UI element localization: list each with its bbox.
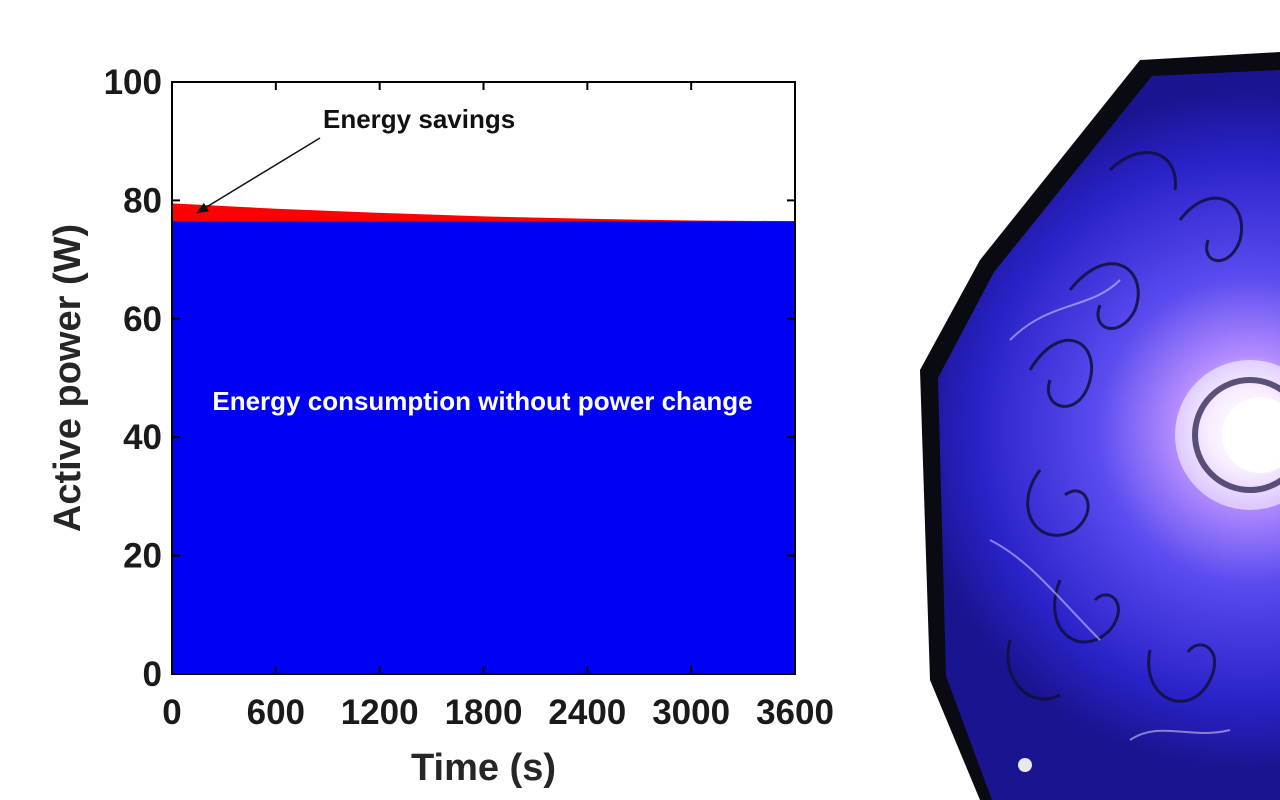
x-tick-label: 600 xyxy=(247,693,305,732)
x-tick-label: 0 xyxy=(162,693,181,732)
y-tick-label: 40 xyxy=(123,418,162,457)
x-tick-label: 1200 xyxy=(341,693,419,732)
annotations: Energy savings Energy consumption without… xyxy=(196,104,753,416)
y-tick-label: 0 xyxy=(143,655,162,694)
tick-labels: 0 20 40 60 80 100 0 600 1200 1800 2400 3000 3600 xyxy=(104,63,834,732)
y-tick-label: 20 xyxy=(123,537,162,576)
plot-area xyxy=(172,203,795,674)
y-tick-label: 100 xyxy=(104,63,162,102)
x-tick-label: 1800 xyxy=(445,693,523,732)
savings-area xyxy=(172,203,795,222)
energy-savings-arrow xyxy=(196,137,321,214)
y-tick-label: 80 xyxy=(123,181,162,220)
x-tick-label: 2400 xyxy=(548,693,626,732)
axes xyxy=(171,81,796,675)
energy-savings-label: Energy savings xyxy=(323,104,515,134)
x-axis-title: Time (s) xyxy=(411,747,556,789)
x-tick-label: 3000 xyxy=(652,693,730,732)
x-tick-label: 3600 xyxy=(756,693,834,732)
power-chart: 0 20 40 60 80 100 0 600 1200 1800 2400 3000 3600 Ene… xyxy=(47,63,834,789)
consumption-area-label: Energy consumption without power change xyxy=(212,386,752,416)
y-axis-title: Active power (W) xyxy=(47,224,89,532)
consumption-area xyxy=(172,221,795,674)
glowing-blue-lamp-artwork xyxy=(890,40,1280,800)
y-tick-label: 60 xyxy=(123,300,162,339)
